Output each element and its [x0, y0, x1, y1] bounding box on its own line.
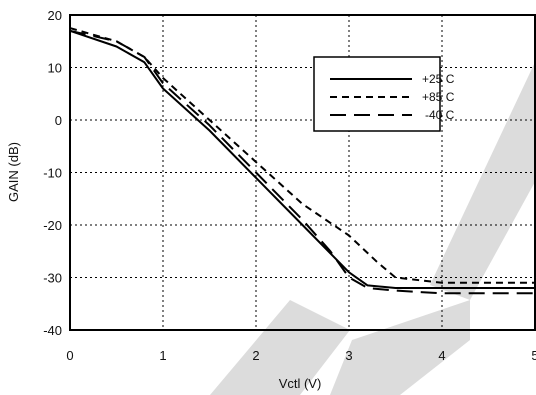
plot-frame — [69, 14, 536, 331]
y-axis-title: GAIN (dB) — [6, 142, 21, 202]
series-line-0 — [69, 29, 535, 289]
series-layer — [69, 27, 535, 295]
y-tick-label: -30 — [43, 271, 62, 286]
x-tick-label: 0 — [66, 348, 73, 363]
y-tick-label: 0 — [55, 113, 62, 128]
legend-label-85c: +85 C — [422, 90, 455, 104]
x-tick-label: 4 — [438, 348, 445, 363]
x-tick-label: 5 — [531, 348, 536, 363]
x-axis-title: Vctl (V) — [279, 376, 322, 391]
y-tick-label: 10 — [48, 61, 62, 76]
legend: +25 C +85 C -40 C — [313, 56, 455, 132]
watermark — [210, 60, 536, 395]
legend-box — [313, 56, 441, 132]
x-tick-labels: 0 1 2 3 4 5 — [66, 348, 536, 363]
x-tick-label: 3 — [345, 348, 352, 363]
x-tick-label: 1 — [159, 348, 166, 363]
x-tick-label: 2 — [252, 348, 259, 363]
legend-label-minus40c: -40 C — [425, 108, 455, 122]
y-tick-labels: 20 10 0 -10 -20 -30 -40 — [43, 8, 62, 338]
y-tick-label: -40 — [43, 323, 62, 338]
legend-label-25c: +25 C — [422, 72, 455, 86]
y-tick-label: 20 — [48, 8, 62, 23]
series-line-2 — [69, 29, 535, 295]
series-line-1 — [69, 27, 535, 284]
y-tick-label: -10 — [43, 166, 62, 181]
y-tick-label: -20 — [43, 218, 62, 233]
